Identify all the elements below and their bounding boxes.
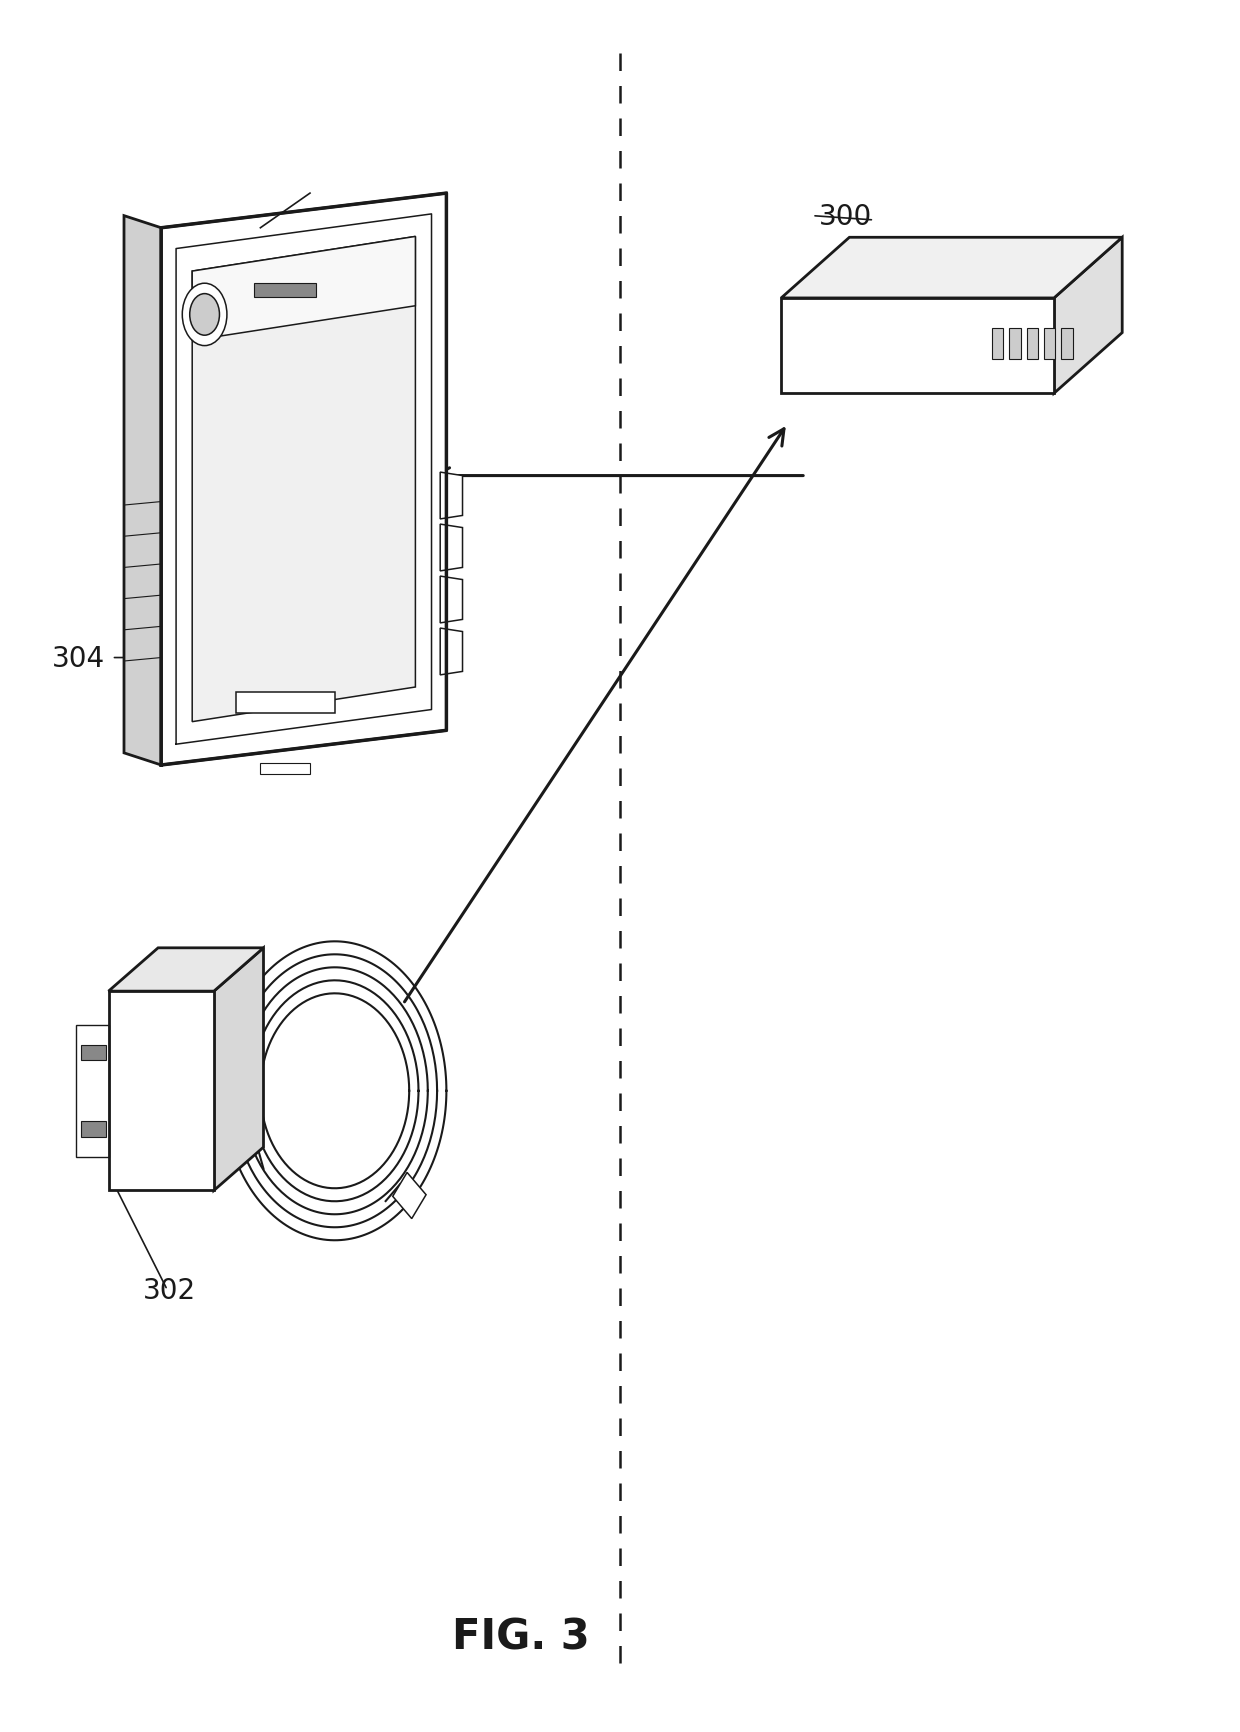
Bar	[1027, 329, 1038, 360]
Bar	[254, 284, 316, 298]
Text: 302: 302	[143, 1276, 196, 1304]
Polygon shape	[192, 237, 415, 341]
Polygon shape	[393, 1173, 427, 1219]
Polygon shape	[440, 629, 463, 675]
Bar	[77, 1025, 109, 1157]
Bar	[236, 693, 335, 714]
Text: 300: 300	[818, 203, 872, 230]
Bar	[1061, 329, 1073, 360]
Bar	[1009, 329, 1021, 360]
Polygon shape	[109, 949, 263, 991]
Circle shape	[190, 294, 219, 336]
Text: FIG. 3: FIG. 3	[451, 1616, 590, 1658]
Polygon shape	[1054, 237, 1122, 393]
Polygon shape	[161, 194, 446, 766]
Bar	[260, 764, 310, 774]
Polygon shape	[440, 525, 463, 572]
Circle shape	[182, 284, 227, 346]
Bar	[992, 329, 1003, 360]
Bar	[1044, 329, 1055, 360]
Bar	[82, 1122, 107, 1138]
Polygon shape	[109, 991, 215, 1192]
Polygon shape	[781, 298, 1054, 393]
Polygon shape	[440, 473, 463, 520]
Text: 304: 304	[52, 644, 105, 672]
Polygon shape	[124, 216, 161, 766]
Polygon shape	[192, 237, 415, 722]
Polygon shape	[215, 949, 263, 1192]
Polygon shape	[781, 237, 1122, 298]
Polygon shape	[440, 577, 463, 624]
Bar	[82, 1046, 107, 1060]
